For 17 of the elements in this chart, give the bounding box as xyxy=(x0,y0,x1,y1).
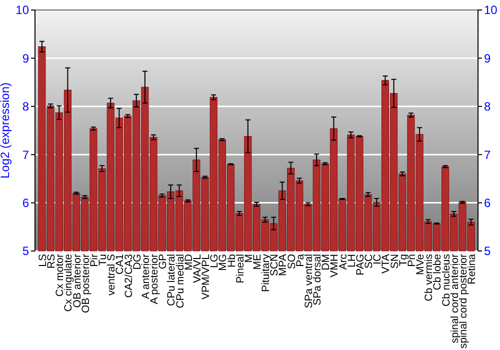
y-axis-title: Log2 (expression) xyxy=(0,82,12,179)
x-tick-label: OB posterior xyxy=(80,254,92,313)
y2-tick-label: 5 xyxy=(484,244,491,258)
y2-tick-label: 9 xyxy=(484,51,491,66)
x-tick-label: Tg xyxy=(397,254,410,266)
y2-tick-label: 8 xyxy=(484,100,491,114)
y-tick-label: 6 xyxy=(22,196,30,210)
y-tick-label: 9 xyxy=(22,51,30,66)
y-tick-label: 8 xyxy=(22,100,30,114)
y2-tick-label: 6 xyxy=(484,196,491,210)
y-tick-label: 10 xyxy=(16,3,30,18)
y2-tick-label: 10 xyxy=(484,3,498,18)
y-tick-label: 7 xyxy=(22,148,30,162)
y2-tick-label: 7 xyxy=(484,148,491,162)
y-tick-label: 5 xyxy=(22,244,30,258)
x-tick-label: DG xyxy=(131,254,144,270)
x-tick-label: A posterior xyxy=(148,254,161,304)
